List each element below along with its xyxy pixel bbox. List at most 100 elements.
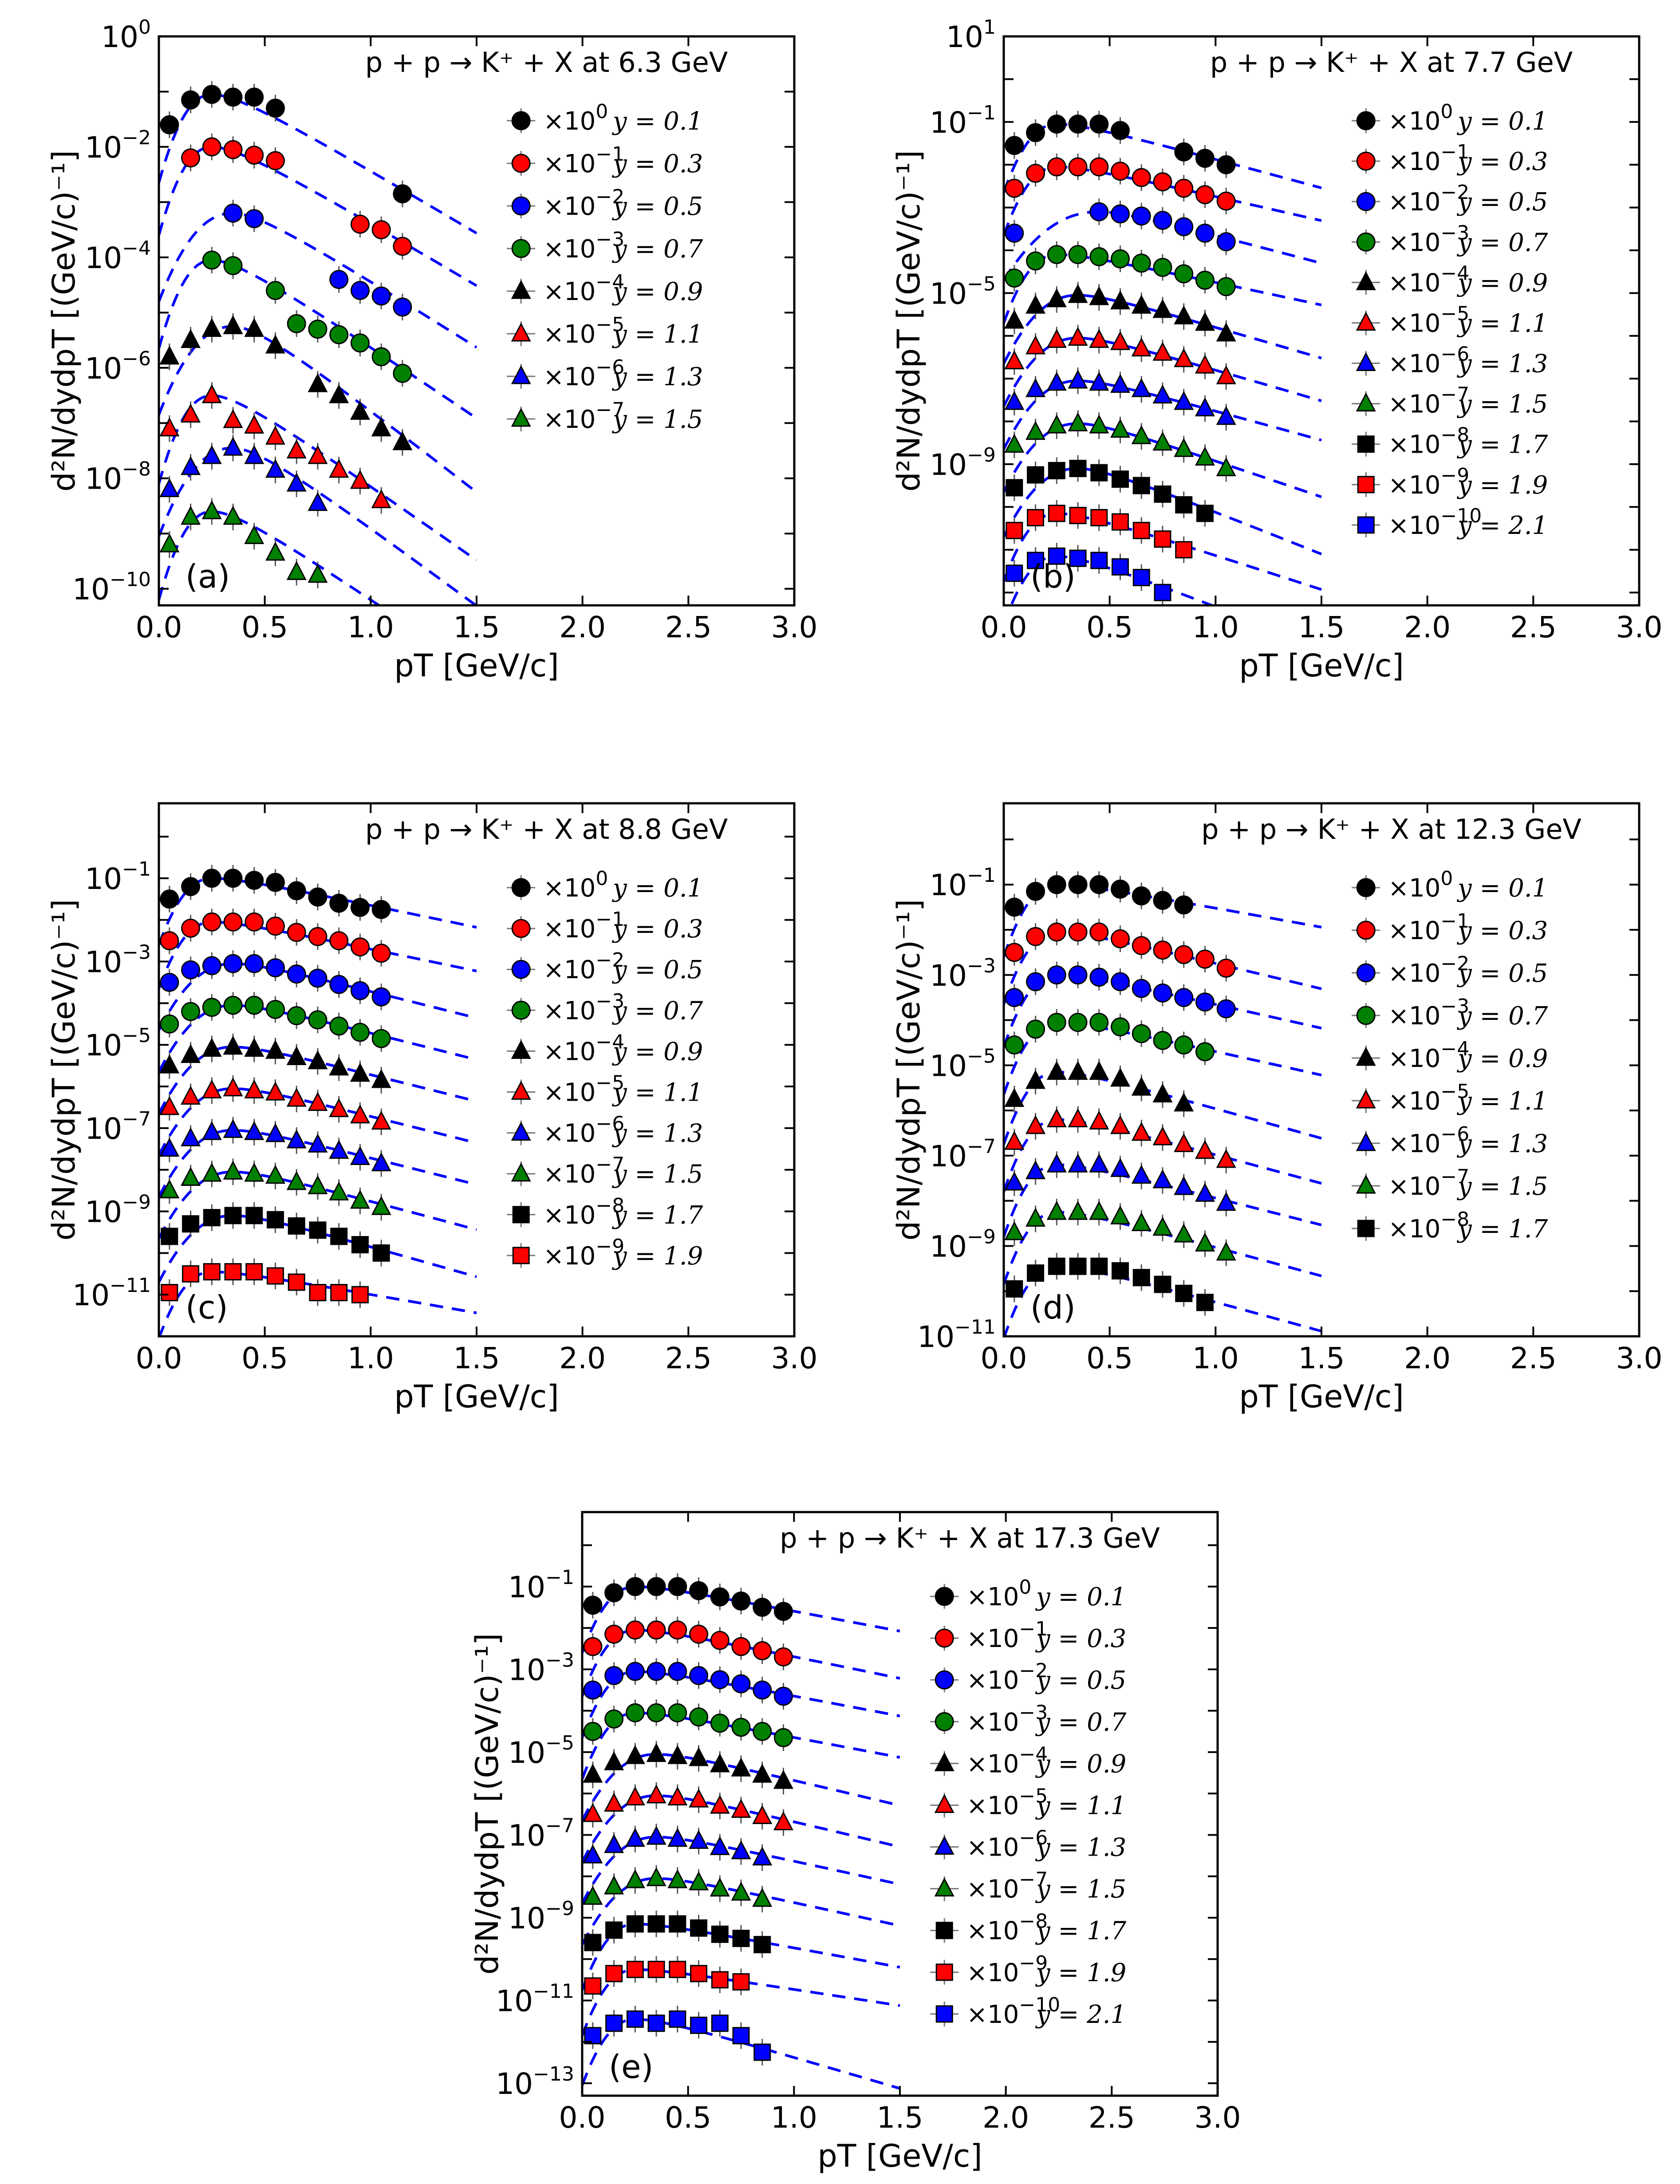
model-curve: [159, 962, 477, 1031]
data-point: [1195, 1042, 1215, 1062]
legend-scale: ×100: [1388, 867, 1453, 903]
data-point: [266, 151, 285, 170]
legend-rapidity: y = 1.5: [611, 405, 703, 434]
data-point: [1110, 419, 1131, 438]
data-point: [350, 401, 370, 420]
data-point: [1174, 348, 1194, 367]
legend-scale: ×10−5: [1388, 302, 1469, 338]
legend-scale: ×10−9: [543, 1235, 624, 1271]
data-point: [1089, 968, 1109, 987]
data-point: [201, 1038, 222, 1057]
data-point: [1132, 253, 1151, 273]
data-series: [1004, 1199, 1236, 1266]
y-axis-label: d²N/dydpT [(GeV/c)⁻¹]: [469, 1633, 505, 1975]
data-point: [330, 1284, 348, 1301]
data-point: [267, 1267, 284, 1285]
data-point: [393, 297, 412, 317]
data-point: [223, 995, 243, 1015]
data-point: [393, 237, 412, 256]
data-point: [288, 1217, 305, 1235]
data-point: [244, 415, 264, 434]
legend-marker: [511, 1040, 531, 1059]
legend-scale: ×10−7: [543, 1153, 624, 1189]
panel-title: p + p → K⁺ + X at 12.3 GeV: [1201, 813, 1581, 845]
data-point: [1131, 295, 1152, 314]
data-point: [286, 439, 307, 458]
y-tick-label: 10−7: [508, 1814, 574, 1852]
data-point: [710, 1836, 730, 1855]
data-point: [753, 1680, 772, 1700]
data-point: [626, 1915, 644, 1933]
data-point: [371, 1110, 391, 1130]
legend-rapidity: y = 0.7: [1456, 228, 1548, 257]
data-point: [1111, 1017, 1130, 1037]
data-point: [1216, 277, 1236, 296]
legend-rapidity: y = 1.7: [1456, 430, 1548, 459]
y-tick-label: 10−11: [496, 1980, 574, 2018]
x-tick-label: 0.5: [1086, 1341, 1133, 1375]
legend: ×100 y = 0.1 ×10−1y = 0.3 ×10−2y = 0.5 ×10−3…: [507, 100, 703, 434]
data-point: [1027, 509, 1045, 526]
data-point: [604, 1709, 624, 1729]
x-tick-label: 0.0: [136, 610, 182, 644]
data-point: [350, 214, 370, 234]
data-point: [1153, 983, 1172, 1003]
legend-entry: ×10−10y = 2.1: [930, 1994, 1126, 2029]
legend-marker: [511, 154, 531, 173]
data-point: [1112, 1262, 1129, 1280]
data-point: [1068, 1108, 1088, 1127]
data-point: [329, 893, 349, 913]
data-point: [1195, 446, 1215, 466]
y-tick-label: 10−2: [85, 126, 151, 165]
data-point: [350, 470, 370, 489]
data-point: [626, 2010, 644, 2028]
data-point: [1046, 371, 1067, 391]
data-point: [181, 877, 201, 897]
data-point: [690, 1919, 708, 1937]
legend-marker: [1356, 192, 1376, 211]
data-point: [1131, 337, 1152, 357]
data-point: [181, 1044, 201, 1063]
data-point: [1025, 1070, 1046, 1089]
data-point: [286, 1171, 307, 1190]
data-series: [583, 1699, 793, 1751]
legend-entry: ×10−6y = 1.3: [507, 356, 703, 391]
legend-entry: ×10−9y = 1.9: [507, 1235, 703, 1271]
data-point: [182, 1215, 200, 1233]
data-point: [667, 1745, 688, 1764]
data-point: [371, 944, 391, 963]
legend-scale: ×10−7: [1388, 383, 1469, 419]
legend: ×100 y = 0.1 ×10−1y = 0.3 ×10−2y = 0.5 ×10−3…: [930, 1576, 1127, 2029]
data-series: [1004, 1106, 1236, 1174]
legend-rapidity: y = 0.3: [611, 150, 703, 178]
data-point: [224, 1263, 242, 1281]
data-point: [245, 146, 264, 165]
legend-marker: [1357, 516, 1375, 534]
legend-scale: ×10−7: [966, 1868, 1048, 1904]
legend-rapidity: y = 0.3: [611, 915, 703, 944]
panel-label: (e): [609, 2048, 653, 2085]
data-series: [223, 200, 412, 320]
data-point: [201, 1079, 222, 1098]
legend-scale: ×10−2: [543, 949, 624, 984]
legend-rapidity: y = 0.5: [611, 956, 703, 984]
legend-scale: ×10−2: [966, 1659, 1048, 1695]
data-point: [1089, 329, 1109, 348]
data-point: [1004, 1088, 1025, 1107]
legend-scale: ×10−5: [1388, 1080, 1469, 1116]
legend-entry: ×10−2y = 0.5: [507, 949, 703, 984]
y-axis-label: d²N/dydpT [(GeV/c)⁻¹]: [46, 899, 82, 1241]
legend-entry: ×10−3y = 0.7: [507, 228, 703, 264]
data-point: [625, 1828, 645, 1847]
data-point: [286, 1129, 307, 1149]
x-tick-label: 2.5: [1088, 2101, 1135, 2135]
data-point: [646, 1867, 666, 1886]
legend-rapidity: y = 0.9: [611, 1037, 703, 1066]
data-point: [159, 533, 180, 553]
data-point: [181, 918, 201, 938]
data-series: [160, 992, 391, 1052]
data-point: [669, 1915, 686, 1933]
legend: ×100 y = 0.1 ×10−1y = 0.3 ×10−2y = 0.5 ×10−3…: [1352, 100, 1548, 540]
legend-marker: [1356, 111, 1376, 130]
data-point: [667, 1828, 688, 1847]
